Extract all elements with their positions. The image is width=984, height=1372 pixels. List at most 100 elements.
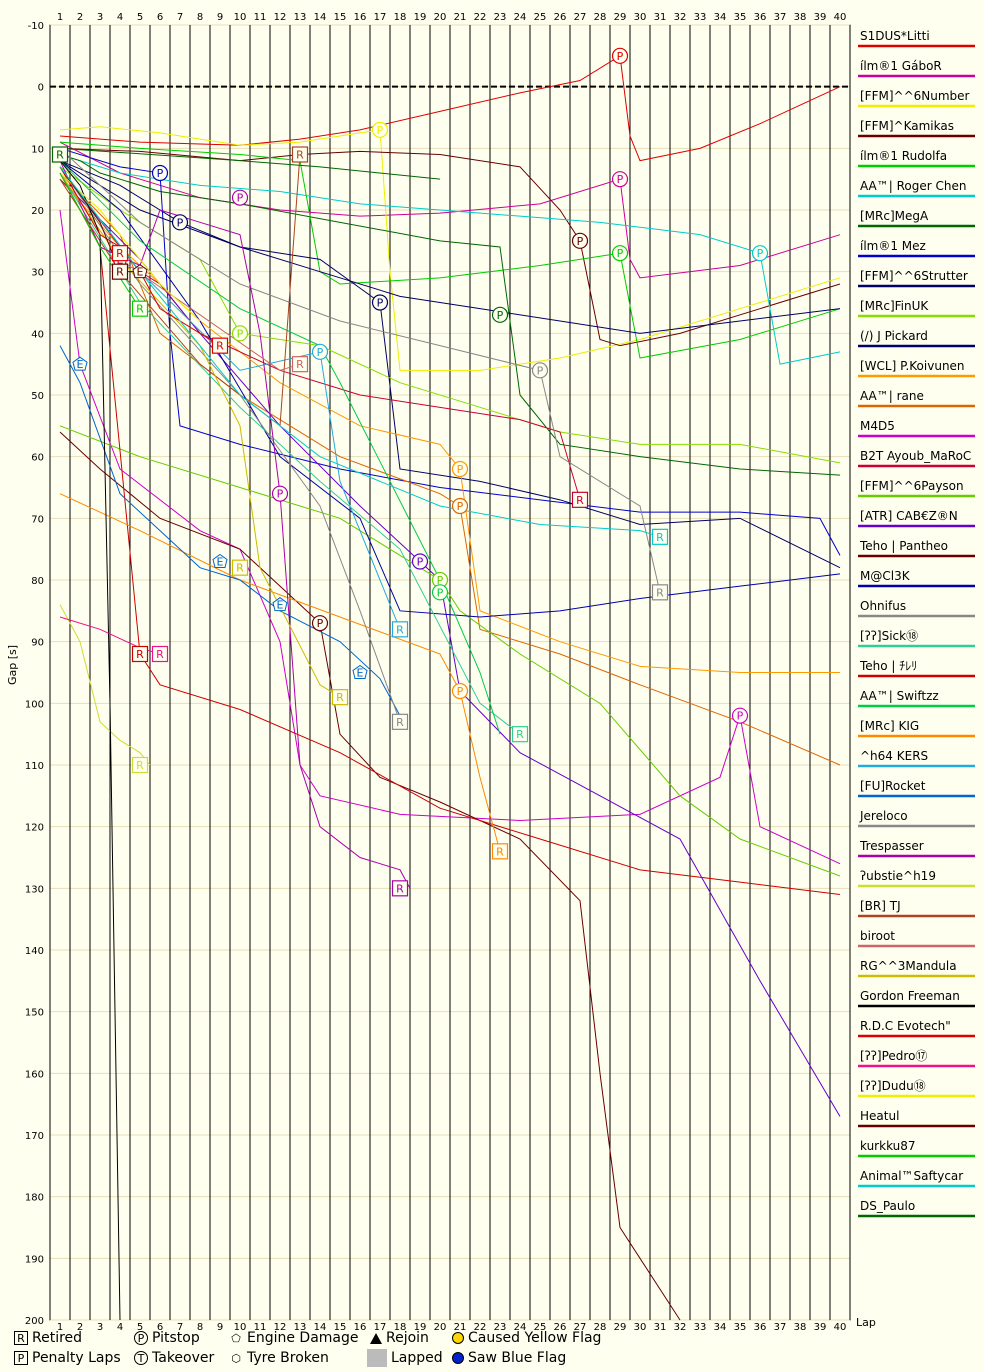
event-marker-letter: P xyxy=(317,617,324,630)
y-tick-label: 200 xyxy=(25,1316,44,1327)
pitstop-marker xyxy=(451,497,469,515)
x-tick-label-top: 21 xyxy=(454,12,467,23)
x-tick-label-bottom: 28 xyxy=(594,1322,607,1330)
x-tick-label-bottom: 7 xyxy=(177,1322,183,1330)
event-marker-letter: R xyxy=(296,358,304,371)
series-line xyxy=(59,147,841,347)
x-tick-label-top: 27 xyxy=(574,12,587,23)
x-tick-label-top: 6 xyxy=(157,12,163,23)
legend-entry-label: Teho | Pantheo xyxy=(859,539,948,553)
event-marker-letter: P xyxy=(457,685,464,698)
engine-damage-marker xyxy=(72,356,88,371)
key-engine: ⬠ Engine Damage xyxy=(229,1330,359,1346)
legend-entry-label: [MRc] KIG xyxy=(860,719,919,733)
event-marker-letter: P xyxy=(497,309,504,322)
engine-damage-marker xyxy=(352,664,368,679)
event-marker: R xyxy=(491,843,509,860)
pitstop-marker xyxy=(451,682,469,700)
retired-marker xyxy=(491,843,509,860)
retired-marker xyxy=(391,880,409,897)
x-tick-label-top: 37 xyxy=(774,12,787,23)
legend-entry-label: [ʔʔ]Dudu⑱ xyxy=(860,1079,926,1093)
legend-entry-label: [MRc]MegA xyxy=(860,209,929,223)
legend-entry-label: [WCL] P.Koivunen xyxy=(860,359,965,373)
x-tick-label-bottom: 34 xyxy=(714,1322,727,1330)
x-tick-label-bottom: 4 xyxy=(117,1322,123,1330)
legend-entry-label: Animal™Saftycar xyxy=(860,1169,963,1183)
event-marker-letter: R xyxy=(236,562,244,575)
event-marker: P xyxy=(611,245,629,262)
event-marker: R xyxy=(291,356,309,373)
pitstop-marker xyxy=(611,47,629,64)
legend-entry-label: M4D5 xyxy=(860,419,895,433)
x-tick-label-top: 25 xyxy=(534,12,547,23)
event-marker: P xyxy=(231,325,249,342)
legend-entry-label: ^h64 KERS xyxy=(860,749,928,763)
series-line xyxy=(59,616,161,655)
lapped-icon xyxy=(367,1349,387,1367)
event-marker-letter: P xyxy=(177,216,184,229)
series-line xyxy=(59,172,841,895)
x-tick-label-top: 40 xyxy=(834,12,847,23)
event-marker: R xyxy=(151,645,169,663)
x-tick-label-top: 39 xyxy=(814,12,827,23)
x-tick-label-bottom: 20 xyxy=(434,1322,447,1330)
event-marker-letter: R xyxy=(216,340,224,353)
x-tick-label-top: 28 xyxy=(594,12,607,23)
pitstop-marker xyxy=(731,707,749,724)
event-marker: P xyxy=(611,47,629,64)
event-marker: P xyxy=(371,294,389,311)
event-marker-letter: R xyxy=(576,494,584,507)
x-tick-label-top: 23 xyxy=(494,12,507,23)
event-marker-letter: E xyxy=(357,667,364,680)
blue-flag-icon xyxy=(452,1352,464,1364)
x-tick-label-bottom: 8 xyxy=(197,1322,203,1330)
event-marker: P xyxy=(431,584,449,601)
legend-entry-label: [ATR] CAB€Z®N xyxy=(860,509,958,523)
pitstop-marker xyxy=(611,245,629,262)
event-marker-letter: E xyxy=(137,266,144,279)
x-tick-label-bottom: 3 xyxy=(97,1322,103,1330)
x-tick-label-bottom: 19 xyxy=(414,1322,427,1330)
x-tick-label-bottom: 9 xyxy=(217,1322,223,1330)
event-marker: P xyxy=(271,485,289,502)
event-marker: R xyxy=(131,300,149,317)
legend-entry-label: S1DUS*Litti xyxy=(860,29,930,43)
legend-entry-label: ílm®1 Mez xyxy=(860,239,926,253)
y-tick-label: 160 xyxy=(25,1069,44,1080)
pitstop-marker xyxy=(371,294,389,311)
y-tick-label: 0 xyxy=(38,83,44,94)
event-marker-letter: P xyxy=(757,247,764,260)
x-tick-label-bottom: 25 xyxy=(534,1322,547,1330)
x-tick-label-bottom: 11 xyxy=(254,1322,267,1330)
event-marker-letter: P xyxy=(457,463,464,476)
event-marker: P xyxy=(311,615,329,632)
event-marker-letter: P xyxy=(737,710,744,723)
legend-entry-label: Ohnifus xyxy=(860,599,906,613)
pitstop-marker xyxy=(491,306,509,323)
legend-entry-label: [FU]Rocket xyxy=(860,779,926,793)
x-tick-label-top: 11 xyxy=(254,12,267,23)
x-tick-label-bottom: 6 xyxy=(157,1322,163,1330)
series-line xyxy=(59,141,841,279)
event-marker: R xyxy=(391,713,409,730)
legend-entry-label: R.D.C Evotech" xyxy=(860,1019,951,1033)
x-tick-label-top: 24 xyxy=(514,12,527,23)
legend-entry-label: Gordon Freeman xyxy=(860,989,960,1003)
y-tick-label: 100 xyxy=(25,699,44,710)
x-tick-label-bottom: 30 xyxy=(634,1322,647,1330)
x-tick-label-top: 5 xyxy=(137,12,143,23)
key-engine-label: Engine Damage xyxy=(247,1330,359,1346)
event-marker: R xyxy=(111,263,129,280)
retired-marker xyxy=(131,756,149,774)
legend-entry-label: ílm®1 Rudolfa xyxy=(860,149,947,163)
retired-marker xyxy=(231,559,249,576)
event-marker-letter: P xyxy=(237,192,244,205)
event-marker-letter: P xyxy=(377,297,384,310)
series-line xyxy=(59,345,401,716)
event-marker-letter: R xyxy=(396,623,404,636)
pitstop-marker xyxy=(311,343,329,360)
event-marker: P xyxy=(411,553,429,570)
pitstop-marker xyxy=(271,485,289,502)
event-marker: E xyxy=(212,553,228,569)
